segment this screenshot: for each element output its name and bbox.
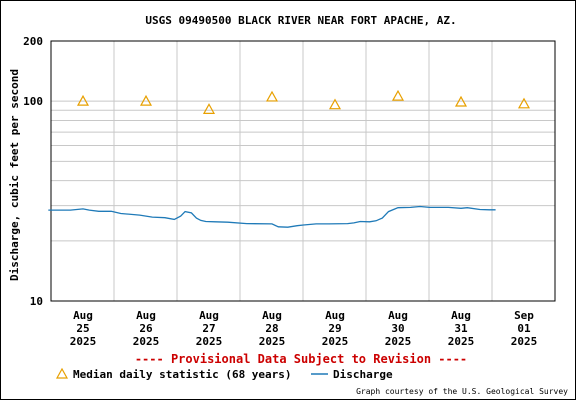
y-axis-label: Discharge, cubic feet per second: [8, 69, 21, 281]
median-point: [265, 90, 279, 102]
x-tick-label: Aug: [451, 309, 471, 322]
x-tick-label: 28: [265, 322, 278, 335]
median-point: [391, 89, 405, 101]
x-tick-label: Aug: [136, 309, 156, 322]
chart-title: USGS 09490500 BLACK RIVER NEAR FORT APAC…: [145, 14, 456, 27]
x-axis-ticks: Aug252025Aug262025Aug272025Aug282025Aug2…: [70, 309, 538, 348]
x-tick-label: 2025: [448, 335, 475, 348]
x-tick-label: 2025: [259, 335, 286, 348]
y-axis-ticks: 200 100 10: [23, 35, 43, 308]
median-point: [454, 95, 468, 107]
median-point: [139, 94, 153, 106]
x-tick-label: 25: [76, 322, 89, 335]
x-tick-label: 2025: [133, 335, 160, 348]
series: [48, 89, 531, 228]
x-tick-label: Aug: [388, 309, 408, 322]
x-tick-label: 2025: [511, 335, 538, 348]
legend-median-triangle-icon: [55, 367, 69, 379]
x-tick-label: 2025: [322, 335, 349, 348]
legend-median-label: Median daily statistic (68 years): [73, 368, 292, 381]
median-point: [328, 98, 342, 110]
x-tick-label: Sep: [514, 309, 534, 322]
x-tick-label: 2025: [196, 335, 223, 348]
legend-discharge-label: Discharge: [333, 368, 393, 381]
x-tick-label: Aug: [325, 309, 345, 322]
y-tick-label: 100: [23, 95, 43, 108]
median-point: [76, 94, 90, 106]
x-tick-label: 2025: [385, 335, 412, 348]
x-tick-label: 31: [454, 322, 468, 335]
x-tick-label: 27: [202, 322, 215, 335]
legend: Median daily statistic (68 years) Discha…: [55, 367, 393, 381]
y-tick-label: 200: [23, 35, 43, 48]
x-tick-label: 26: [139, 322, 153, 335]
x-tick-label: Aug: [262, 309, 282, 322]
provisional-notice: ---- Provisional Data Subject to Revisio…: [135, 352, 467, 366]
x-tick-label: 01: [517, 322, 531, 335]
grid: [51, 41, 555, 301]
plot-area: [50, 40, 556, 302]
y-tick-label: 10: [30, 295, 43, 308]
x-tick-label: Aug: [199, 309, 219, 322]
x-tick-label: 30: [391, 322, 404, 335]
x-tick-label: Aug: [73, 309, 93, 322]
median-point: [517, 97, 531, 109]
median-point: [202, 103, 216, 114]
credit-line: Graph courtesy of the U.S. Geological Su…: [356, 387, 568, 396]
x-tick-label: 29: [328, 322, 341, 335]
x-tick-label: 2025: [70, 335, 97, 348]
discharge-line: [48, 205, 496, 228]
